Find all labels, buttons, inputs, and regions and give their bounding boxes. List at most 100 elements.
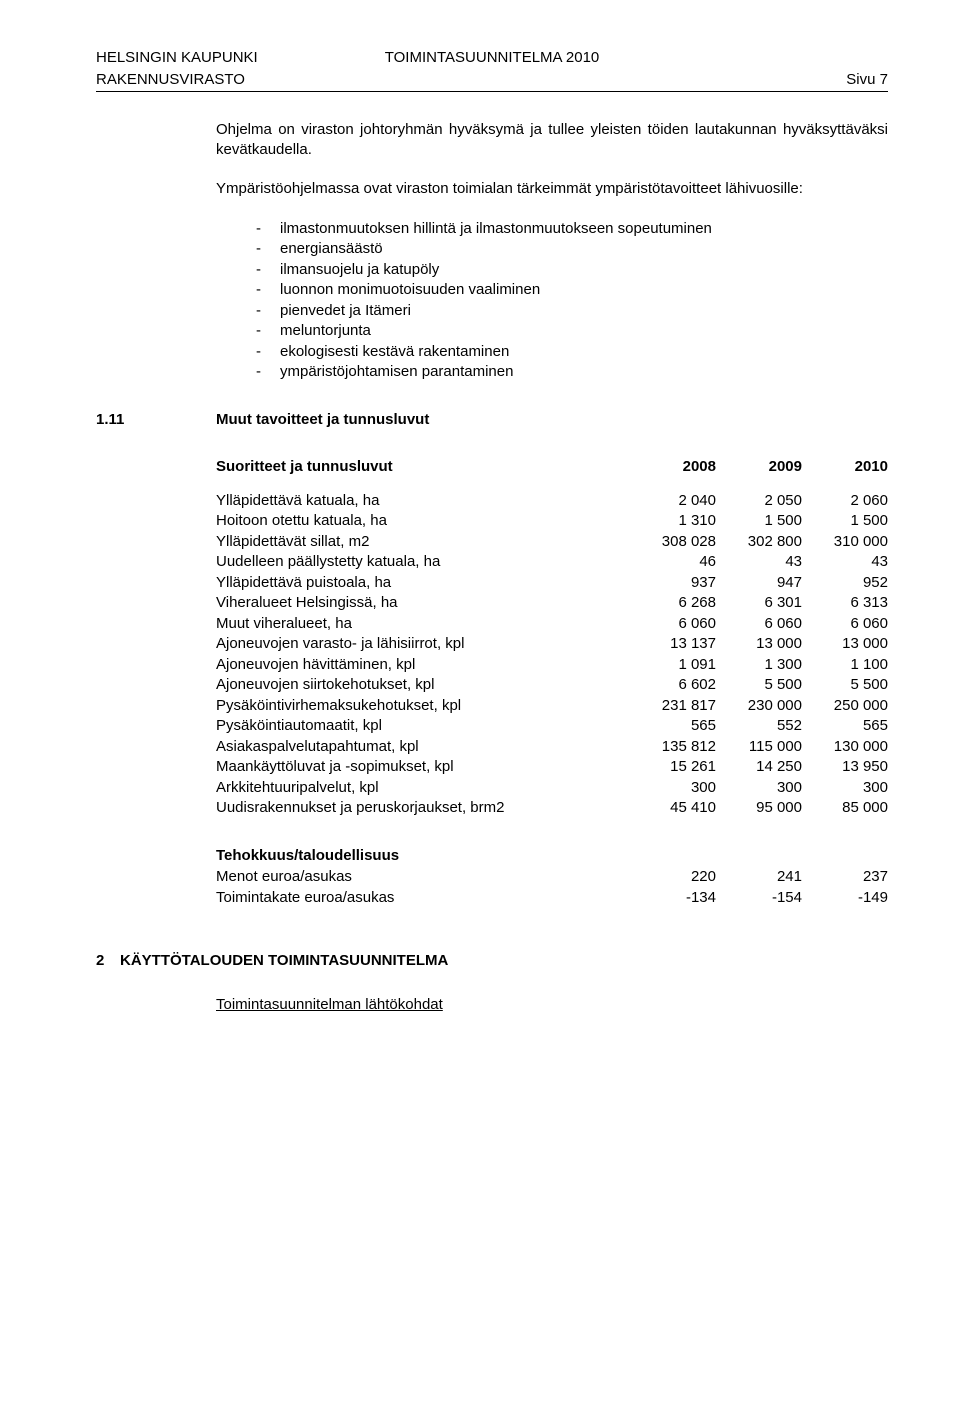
row-value: 43 xyxy=(716,552,802,572)
row-value: 1 300 xyxy=(716,655,802,675)
row-value: 6 268 xyxy=(630,593,716,613)
section-num: 1.11 xyxy=(96,410,216,430)
row-label: Arkkitehtuuripalvelut, kpl xyxy=(216,778,630,798)
table-row: Viheralueet Helsingissä, ha6 2686 3016 3… xyxy=(216,593,888,613)
row-value: 85 000 xyxy=(802,798,888,818)
row-value: 13 950 xyxy=(802,757,888,777)
row-label: Asiakaspalvelutapahtumat, kpl xyxy=(216,737,630,757)
bullet-item: -ilmansuojelu ja katupöly xyxy=(256,260,888,280)
row-value: 1 100 xyxy=(802,655,888,675)
bullet-item: -ympäristöjohtamisen parantaminen xyxy=(256,362,888,382)
row-value: 14 250 xyxy=(716,757,802,777)
table2-heading: Tehokkuus/taloudellisuus xyxy=(216,846,888,866)
table-row: Ajoneuvojen varasto- ja lähisiirrot, kpl… xyxy=(216,634,888,654)
table-head-y3: 2010 xyxy=(802,457,888,477)
row-value: 6 602 xyxy=(630,675,716,695)
bullet-dash: - xyxy=(256,301,280,321)
row-value: 952 xyxy=(802,573,888,593)
row-value: 565 xyxy=(630,716,716,736)
bullet-text: pienvedet ja Itämeri xyxy=(280,301,411,321)
bullet-text: ilmastonmuutoksen hillintä ja ilmastonmu… xyxy=(280,219,712,239)
row-value: 6 060 xyxy=(716,614,802,634)
row-value: 45 410 xyxy=(630,798,716,818)
row-label: Ajoneuvojen hävittäminen, kpl xyxy=(216,655,630,675)
row-value: 43 xyxy=(802,552,888,572)
bullet-item: -meluntorjunta xyxy=(256,321,888,341)
row-value: 231 817 xyxy=(630,696,716,716)
header-org: HELSINGIN KAUPUNKI xyxy=(96,48,258,68)
row-value: 95 000 xyxy=(716,798,802,818)
table-row: Pysäköintiautomaatit, kpl565552565 xyxy=(216,716,888,736)
row-value: 1 500 xyxy=(802,511,888,531)
row-value: 300 xyxy=(630,778,716,798)
bullet-item: -ilmastonmuutoksen hillintä ja ilmastonm… xyxy=(256,219,888,239)
row-value: 220 xyxy=(630,867,716,887)
bullet-dash: - xyxy=(256,239,280,259)
row-value: 13 137 xyxy=(630,634,716,654)
row-value: 241 xyxy=(716,867,802,887)
bullet-dash: - xyxy=(256,362,280,382)
row-value: 6 313 xyxy=(802,593,888,613)
table-head-y1: 2008 xyxy=(630,457,716,477)
row-value: 947 xyxy=(716,573,802,593)
section2-num: 2 xyxy=(96,951,120,971)
bullet-item: -pienvedet ja Itämeri xyxy=(256,301,888,321)
table-row: Ylläpidettävä katuala, ha2 0402 0502 060 xyxy=(216,491,888,511)
table-row: Maankäyttöluvat ja -sopimukset, kpl15 26… xyxy=(216,757,888,777)
bullet-text: ympäristöjohtamisen parantaminen xyxy=(280,362,513,382)
row-value: 250 000 xyxy=(802,696,888,716)
table-row: Ylläpidettävä puistoala, ha937947952 xyxy=(216,573,888,593)
table-row: Hoitoon otettu katuala, ha1 3101 5001 50… xyxy=(216,511,888,531)
row-value: 302 800 xyxy=(716,532,802,552)
row-value: 5 500 xyxy=(716,675,802,695)
row-value: 2 060 xyxy=(802,491,888,511)
row-value: 6 060 xyxy=(802,614,888,634)
row-value: 310 000 xyxy=(802,532,888,552)
paragraph-2: Ympäristöohjelmassa ovat viraston toimia… xyxy=(216,179,888,199)
row-value: 237 xyxy=(802,867,888,887)
row-value: 115 000 xyxy=(716,737,802,757)
row-label: Ajoneuvojen varasto- ja lähisiirrot, kpl xyxy=(216,634,630,654)
row-value: 13 000 xyxy=(716,634,802,654)
bullet-item: -luonnon monimuotoisuuden vaaliminen xyxy=(256,280,888,300)
bullet-item: -energiansäästö xyxy=(256,239,888,259)
table-row: Menot euroa/asukas220241237 xyxy=(216,867,888,887)
row-label: Viheralueet Helsingissä, ha xyxy=(216,593,630,613)
table-head-label: Suoritteet ja tunnusluvut xyxy=(216,457,630,477)
row-value: 5 500 xyxy=(802,675,888,695)
row-value: 6 060 xyxy=(630,614,716,634)
row-value: 15 261 xyxy=(630,757,716,777)
table-row: Asiakaspalvelutapahtumat, kpl135 812115 … xyxy=(216,737,888,757)
row-value: 13 000 xyxy=(802,634,888,654)
section-heading-2: 2 KÄYTTÖTALOUDEN TOIMINTASUUNNITELMA xyxy=(96,951,888,971)
bullet-text: luonnon monimuotoisuuden vaaliminen xyxy=(280,280,540,300)
row-label: Ylläpidettävä puistoala, ha xyxy=(216,573,630,593)
bullet-dash: - xyxy=(256,219,280,239)
bullet-text: ilmansuojelu ja katupöly xyxy=(280,260,439,280)
row-value: 937 xyxy=(630,573,716,593)
header-blank xyxy=(884,48,888,68)
row-value: 46 xyxy=(630,552,716,572)
row-label: Uudisrakennukset ja peruskorjaukset, brm… xyxy=(216,798,630,818)
row-value: -154 xyxy=(716,888,802,908)
row-value: 2 040 xyxy=(630,491,716,511)
row-value: 300 xyxy=(802,778,888,798)
table-row: Ajoneuvojen hävittäminen, kpl1 0911 3001… xyxy=(216,655,888,675)
row-label: Ajoneuvojen siirtokehotukset, kpl xyxy=(216,675,630,695)
table-tehokkuus: Tehokkuus/taloudellisuus Menot euroa/asu… xyxy=(216,846,888,908)
row-value: 1 500 xyxy=(716,511,802,531)
page-header: HELSINGIN KAUPUNKI TOIMINTASUUNNITELMA 2… xyxy=(96,48,888,92)
bullet-dash: - xyxy=(256,260,280,280)
row-value: 308 028 xyxy=(630,532,716,552)
row-value: -134 xyxy=(630,888,716,908)
table-row: Arkkitehtuuripalvelut, kpl300300300 xyxy=(216,778,888,798)
table-head-row: Suoritteet ja tunnusluvut 2008 2009 2010 xyxy=(216,457,888,477)
table-row: Muut viheralueet, ha6 0606 0606 060 xyxy=(216,614,888,634)
table-suoritteet: Suoritteet ja tunnusluvut 2008 2009 2010… xyxy=(216,457,888,818)
table-head-y2: 2009 xyxy=(716,457,802,477)
bullet-text: energiansäästö xyxy=(280,239,383,259)
section2-title: KÄYTTÖTALOUDEN TOIMINTASUUNNITELMA xyxy=(120,951,448,971)
row-value: -149 xyxy=(802,888,888,908)
bullet-text: ekologisesti kestävä rakentaminen xyxy=(280,342,509,362)
row-value: 2 050 xyxy=(716,491,802,511)
